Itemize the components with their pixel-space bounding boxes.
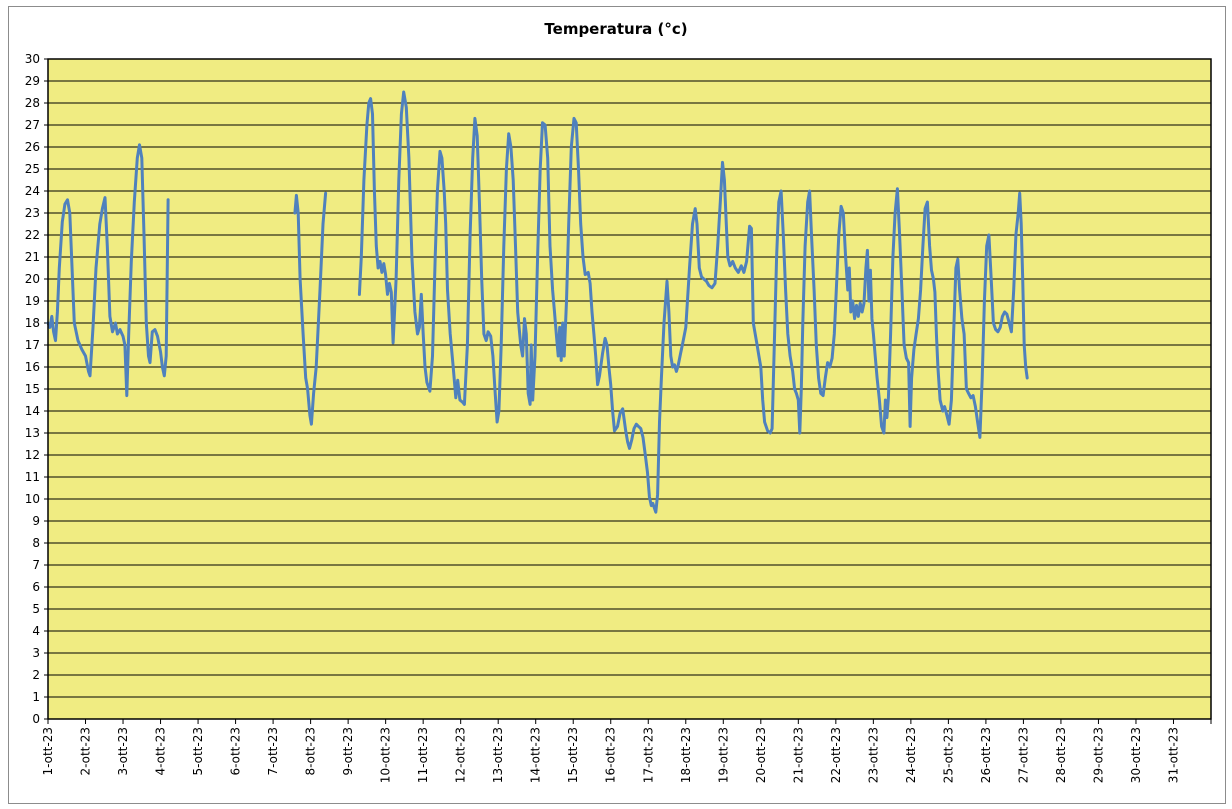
x-tick-label: 15-ott-23 [566,727,580,783]
x-tick-label: 24-ott-23 [904,727,918,783]
y-tick-label: 4 [32,624,40,638]
chart-title: Temperatura (°c) [544,20,688,38]
x-tick-label: 27-ott-23 [1016,727,1030,783]
y-tick-label: 8 [32,536,40,550]
y-tick-label: 16 [25,360,40,374]
y-tick-label: 3 [32,646,40,660]
y-tick-label: 7 [32,558,40,572]
x-tick-label: 18-ott-23 [679,727,693,783]
y-tick-label: 29 [25,74,40,88]
y-tick-label: 23 [25,206,40,220]
x-tick-label: 16-ott-23 [604,727,618,783]
x-tick-label: 5-ott-23 [191,727,205,776]
y-tick-label: 15 [25,382,40,396]
x-tick-label: 12-ott-23 [454,727,468,783]
y-tick-label: 17 [25,338,40,352]
y-tick-label: 6 [32,580,40,594]
y-tick-label: 30 [25,52,40,66]
x-tick-label: 14-ott-23 [529,727,543,783]
x-tick-label: 3-ott-23 [116,727,130,776]
x-tick-label: 23-ott-23 [866,727,880,783]
x-tick-label: 19-ott-23 [716,727,730,783]
y-tick-label: 11 [25,470,40,484]
plot-border [47,58,1212,720]
y-tick-label: 12 [25,448,40,462]
x-tick-label: 1-ott-23 [41,727,55,776]
x-tick-label: 20-ott-23 [754,727,768,783]
y-tick-label: 27 [25,118,40,132]
y-tick-label: 22 [25,228,40,242]
y-tick-label: 21 [25,250,40,264]
y-tick-label: 13 [25,426,40,440]
grid-layer [48,80,1211,698]
x-tick-label: 28-ott-23 [1054,727,1068,783]
y-tick-label: 1 [32,690,40,704]
x-tick-label: 21-ott-23 [791,727,805,783]
temperature-series-line [46,143,170,398]
y-tick-label: 14 [25,404,40,418]
y-tick-label: 25 [25,162,40,176]
x-tick-label: 26-ott-23 [979,727,993,783]
temperature-series-line [293,191,328,426]
y-tick-label: 10 [25,492,40,506]
x-tick-label: 29-ott-23 [1091,727,1105,783]
y-tick-label: 26 [25,140,40,154]
series-layer [46,90,1029,514]
x-tick-label: 25-ott-23 [941,727,955,783]
x-tick-label: 9-ott-23 [341,727,355,776]
temperature-series-line [357,90,1029,514]
x-tick-label: 10-ott-23 [379,727,393,783]
y-tick-label: 20 [25,272,40,286]
y-tick-label: 9 [32,514,40,528]
x-tick-label: 6-ott-23 [229,727,243,776]
y-tick-label: 18 [25,316,40,330]
y-tick-label: 28 [25,96,40,110]
x-tick-label: 22-ott-23 [829,727,843,783]
y-tick-label: 19 [25,294,40,308]
x-axis: 1-ott-23 2-ott-23 3-ott-23 4-ott-23 5-ott-23… [41,719,1212,783]
x-tick-label: 30-ott-23 [1129,727,1143,783]
y-tick-label: 0 [32,712,40,726]
x-tick-label: 13-ott-23 [491,727,505,783]
x-tick-label: 11-ott-23 [416,727,430,783]
x-tick-label: 4-ott-23 [154,727,168,776]
x-tick-label: 31-ott-23 [1166,727,1180,783]
y-tick-label: 2 [32,668,40,682]
y-axis: 0123456789101112131415161718192021222324… [25,52,48,726]
x-tick-label: 17-ott-23 [641,727,655,783]
x-tick-label: 2-ott-23 [79,727,93,776]
y-tick-label: 5 [32,602,40,616]
x-tick-label: 7-ott-23 [266,727,280,776]
y-tick-label: 24 [25,184,40,198]
x-tick-label: 8-ott-23 [304,727,318,776]
